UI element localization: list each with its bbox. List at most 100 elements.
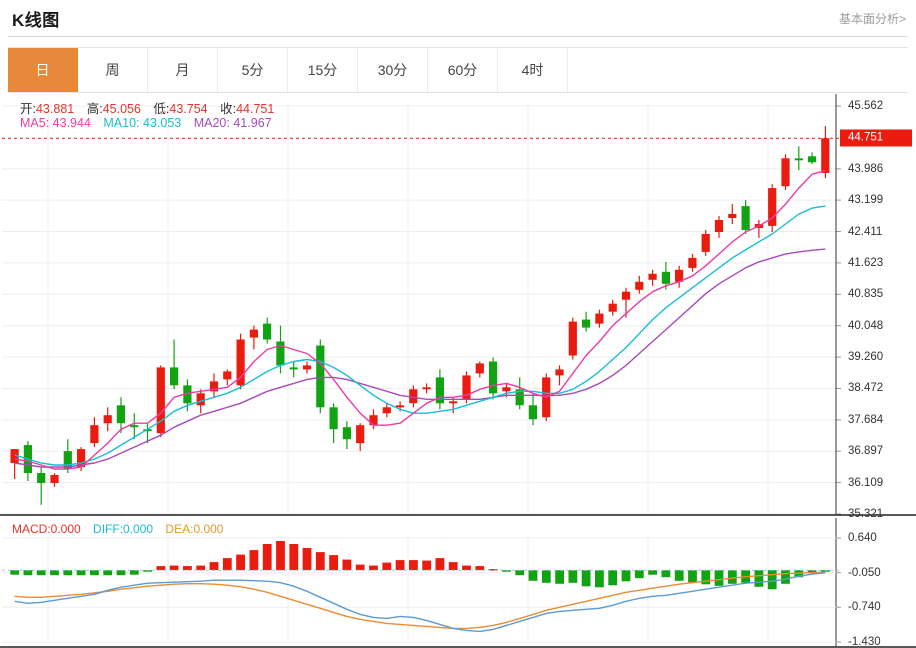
candle-body (342, 427, 351, 440)
candle-body (63, 451, 72, 469)
tab-30min[interactable]: 30分 (358, 48, 428, 92)
candle-body (302, 365, 312, 370)
candle-body (701, 234, 710, 252)
ma20-value: 41.967 (233, 116, 272, 130)
macd-bar (595, 570, 604, 588)
ma20-label: MA20: (193, 116, 230, 130)
candle-body (209, 381, 219, 392)
macd-bar (608, 570, 618, 586)
macd-bar (10, 570, 20, 575)
macd-bar (674, 570, 684, 581)
macd-bar (289, 544, 299, 571)
macd-bar (475, 566, 485, 571)
candle-body (103, 415, 112, 424)
tab-month[interactable]: 月 (148, 48, 218, 92)
macd-bar (515, 570, 525, 576)
macd-bar (541, 570, 551, 583)
candle-body (675, 269, 684, 282)
candle-body (130, 425, 139, 428)
candle-body (329, 407, 338, 430)
macd-bar (302, 548, 312, 571)
candle-body (249, 329, 258, 338)
macd-bar (409, 560, 418, 571)
current-price-tag: 44.751 (840, 129, 912, 147)
macd-bar (555, 570, 564, 584)
ma-legend: MA5: 43.944 MA10: 43.053 MA20: 41.967 (20, 116, 281, 130)
tab-60min[interactable]: 60分 (428, 48, 498, 92)
candle-body (77, 449, 86, 467)
tab-15min[interactable]: 15分 (288, 48, 358, 92)
candle-body (661, 271, 670, 284)
macd-bar (23, 570, 33, 576)
candle-body (635, 281, 644, 290)
open-label: 开: (20, 102, 36, 116)
low-label: 低: (153, 102, 170, 116)
tab-5min[interactable]: 5分 (218, 48, 288, 92)
price-axis-label: 38.472 (848, 382, 884, 395)
close-label: 收: (220, 102, 237, 116)
macd-bar (422, 560, 432, 571)
candle-body (475, 363, 484, 374)
candle-body (10, 449, 19, 463)
price-axis-label: 35.321 (848, 508, 884, 520)
macd-bar (76, 570, 86, 576)
candle-body (196, 393, 205, 406)
macd-bar (781, 570, 790, 584)
candle-body (648, 273, 657, 280)
tab-day[interactable]: 日 (8, 48, 78, 92)
macd-axis-label: -0.050 (848, 566, 881, 579)
ma10-line (14, 205, 826, 466)
candle-body (714, 220, 724, 232)
fundamental-analysis-link[interactable]: 基本面分析> (838, 12, 906, 26)
header: K线图 基本面分析> (0, 0, 916, 40)
macd-bar (462, 565, 471, 571)
price-axis-label: 41.623 (848, 256, 884, 269)
dea-line (14, 571, 826, 630)
candle-body (621, 291, 631, 300)
candle-body (316, 345, 325, 408)
macd-bar (714, 570, 724, 586)
macd-bar (754, 570, 764, 587)
candle-body (728, 214, 737, 218)
price-axis-label: 36.109 (848, 476, 884, 489)
candle-body (528, 405, 537, 420)
macd-axis-label: 0.640 (848, 532, 877, 544)
candle-body (568, 321, 577, 356)
macd-bar (448, 562, 458, 571)
low-value: 43.754 (169, 102, 208, 116)
candle-body (156, 367, 165, 434)
macd-bar (807, 570, 817, 574)
dea-value: 0.000 (193, 522, 224, 536)
ma5-value: 43.944 (52, 116, 91, 130)
macd-bar (821, 570, 830, 572)
macd-bar (169, 565, 179, 571)
tab-4hour[interactable]: 4时 (498, 48, 568, 92)
diff-line (14, 572, 826, 633)
macd-bar (183, 566, 192, 571)
candle-body (768, 188, 777, 226)
macd-bar (488, 569, 498, 571)
macd-label: MACD: (12, 522, 51, 536)
candle-body (263, 323, 272, 340)
macd-bar (103, 570, 113, 576)
macd-bar (50, 570, 59, 576)
tab-week[interactable]: 周 (78, 48, 148, 92)
header-divider (8, 36, 908, 37)
ma10-label: MA10: (103, 116, 140, 130)
candle-body (183, 385, 192, 404)
period-tabbar: 日 周 月 5分 15分 30分 60分 4时 (8, 47, 908, 93)
macd-bar (90, 570, 99, 576)
kline-chart-svg[interactable] (0, 94, 916, 648)
candle-body (223, 371, 232, 380)
macd-bar (209, 562, 219, 571)
candle-body (356, 425, 365, 444)
macd-bar (342, 559, 352, 571)
candle-body (369, 415, 378, 426)
diff-value: 0.000 (123, 522, 154, 536)
price-axis-label: 43.986 (848, 162, 884, 175)
dea-label: DEA: (165, 522, 194, 536)
candle-body (515, 389, 524, 406)
macd-bar (502, 570, 511, 572)
diff-label: DIFF: (93, 522, 124, 536)
chart-area[interactable]: 开:43.881 高:45.056 低:43.754 收:44.751 MA5:… (0, 94, 916, 648)
